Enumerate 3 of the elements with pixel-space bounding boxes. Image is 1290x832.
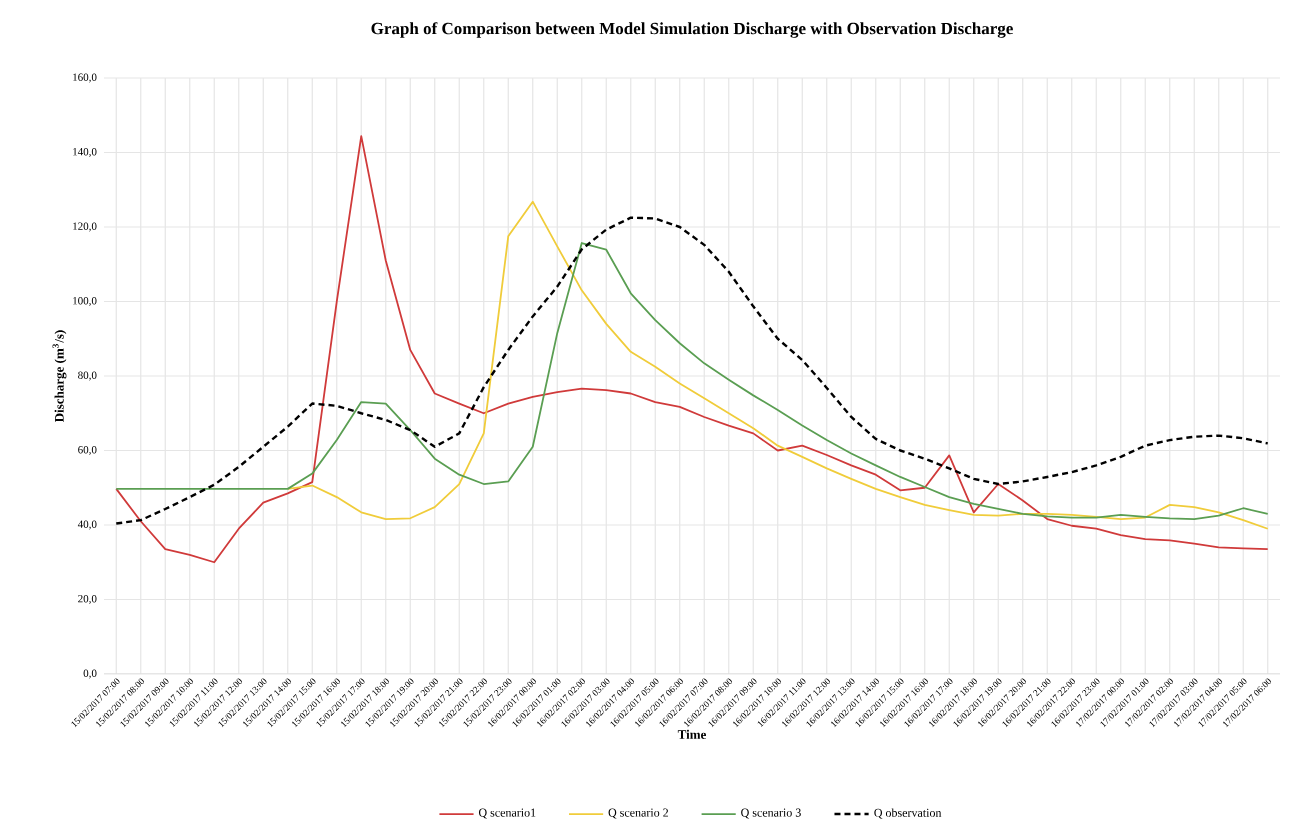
chart-title: Graph of Comparison between Model Simulation Discharge with Observation Discharge [371,22,1013,38]
line-series [286,200,1269,530]
line-series [115,135,1269,564]
